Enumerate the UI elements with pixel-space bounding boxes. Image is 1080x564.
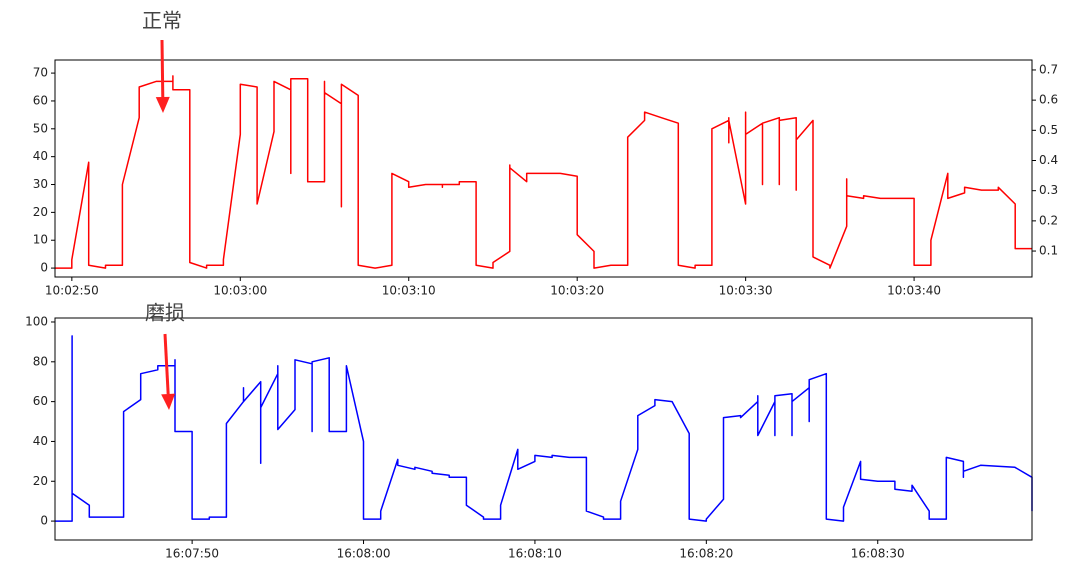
y-tick-label: 30	[33, 177, 48, 191]
x-tick-label: 16:08:20	[679, 547, 733, 561]
y2-tick-label: 0.4	[1039, 153, 1058, 167]
y-tick-label: 0	[40, 514, 48, 528]
y2-tick-label: 0.6	[1039, 93, 1058, 107]
y2-tick-label: 0.3	[1039, 183, 1058, 197]
y-tick-label: 20	[33, 474, 48, 488]
y2-tick-label: 0.7	[1039, 62, 1058, 76]
annotation-arrow-shaft	[163, 333, 170, 395]
x-tick-label: 10:02:50	[45, 284, 99, 298]
y-tick-label: 50	[33, 121, 48, 135]
x-tick-label: 16:08:30	[851, 547, 905, 561]
y-tick-label: 100	[25, 314, 48, 328]
data-line	[55, 335, 1033, 522]
annotation: 磨损	[145, 301, 185, 325]
x-tick-label: 10:03:00	[213, 284, 267, 298]
annotation-arrow-head	[161, 393, 176, 410]
y-tick-label: 40	[33, 434, 48, 448]
y-tick-label: 0	[40, 261, 48, 275]
y-tick-label: 20	[33, 205, 48, 219]
plot-frame	[54, 59, 1033, 278]
annotation-arrow-shaft	[160, 39, 165, 98]
y2-tick-label: 0.2	[1039, 213, 1058, 227]
annotation: 正常	[142, 9, 182, 33]
y-tick-label: 60	[33, 394, 48, 408]
y-tick-label: 80	[33, 354, 48, 368]
y2-tick-label: 0.5	[1039, 123, 1058, 137]
data-line	[55, 75, 1032, 269]
y-tick-label: 10	[33, 233, 48, 247]
y-tick-label: 70	[33, 66, 48, 80]
plot-frame	[54, 317, 1033, 541]
x-tick-label: 10:03:40	[887, 284, 941, 298]
y-tick-label: 60	[33, 93, 48, 107]
x-tick-label: 10:03:30	[719, 284, 773, 298]
x-tick-label: 10:03:20	[550, 284, 604, 298]
y-tick-label: 40	[33, 149, 48, 163]
x-tick-label: 10:03:10	[382, 284, 436, 298]
x-tick-label: 16:07:50	[165, 547, 219, 561]
y2-tick-label: 0.1	[1039, 244, 1058, 258]
x-tick-label: 16:08:00	[337, 547, 391, 561]
annotation-arrow-head	[155, 96, 170, 113]
x-tick-label: 16:08:10	[508, 547, 562, 561]
